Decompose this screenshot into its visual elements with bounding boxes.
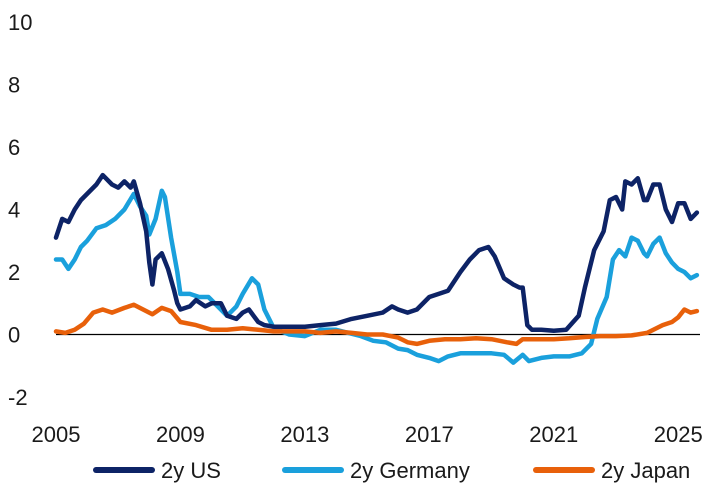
y-tick-label: 10 [8, 10, 32, 35]
y-tick-label: 2 [8, 260, 20, 285]
x-tick-label: 2005 [32, 422, 81, 447]
y-tick-label: -2 [8, 385, 28, 410]
x-tick-label: 2017 [405, 422, 454, 447]
y-tick-label: 8 [8, 73, 20, 98]
series-line-2y-germany [53, 188, 700, 365]
legend: 2y US 2y Germany 2y Japan [93, 458, 690, 483]
y-tick-label: 4 [8, 198, 20, 223]
y-tick-label: 0 [8, 323, 20, 348]
x-tick-label: 2009 [156, 422, 205, 447]
series-line-2y-japan [53, 302, 700, 347]
legend-label: 2y Germany [350, 458, 470, 483]
y-tick-label: 6 [8, 135, 20, 160]
x-tick-label: 2025 [654, 422, 703, 447]
x-tick-label: 2021 [529, 422, 578, 447]
series-line-2y-us [53, 172, 700, 334]
legend-label: 2y US [161, 458, 221, 483]
y-axis-ticks: -2 0 2 4 6 8 10 [8, 10, 32, 410]
series-lines [53, 172, 700, 365]
legend-label: 2y Japan [601, 458, 690, 483]
x-tick-label: 2013 [280, 422, 329, 447]
x-axis-ticks: 2005 2009 2013 2017 2021 2025 [32, 422, 703, 447]
